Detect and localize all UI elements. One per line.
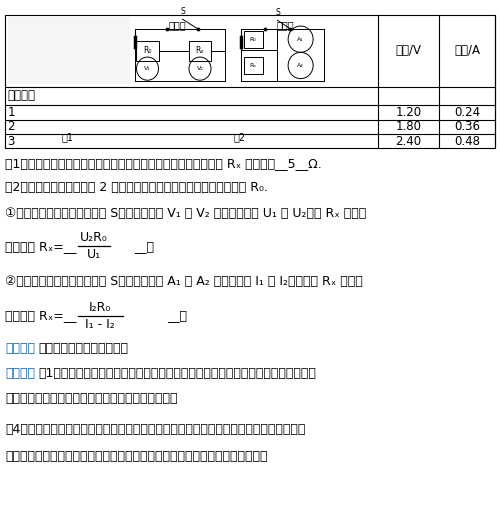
- Text: 伏安法测电阱的探究实验．: 伏安法测电阱的探究实验．: [38, 342, 128, 355]
- Text: 图1: 图1: [62, 132, 74, 142]
- Text: （4）方案一中，定値电阱与待测电阱串联，已知定値电阱电压与阻値，由欧姆定律可以求: （4）方案一中，定値电阱与待测电阱串联，已知定値电阱电压与阻値，由欧姆定律可以求: [5, 423, 306, 436]
- Text: 1.80: 1.80: [395, 120, 421, 133]
- Text: 实验次数: 实验次数: [8, 89, 36, 103]
- Text: 1: 1: [8, 106, 15, 119]
- Bar: [244, 31, 263, 48]
- Bar: [8, 17, 130, 84]
- Text: 出电路电流，已知待测电阱两端的电压，由欧姆定律可以求到待测电阱的阻値；: 出电路电流，已知待测电阱两端的电压，由欧姆定律可以求到待测电阱的阻値；: [5, 450, 268, 462]
- Text: S: S: [275, 8, 280, 17]
- Text: 2.40: 2.40: [395, 135, 421, 148]
- Text: 3: 3: [8, 135, 15, 148]
- Text: A₁: A₁: [297, 37, 304, 42]
- Text: （1）根据表中数据，找出电压与所对应的电流値，由欧姆定律求出电阱的测量値，: （1）根据表中数据，找出电压与所对应的电流値，由欧姆定律求出电阱的测量値，: [38, 367, 316, 380]
- Text: （2）另有同学设计了如图 2 两种测量方案，方案中定値电阱的阻値为 R₀.: （2）另有同学设计了如图 2 两种测量方案，方案中定値电阱的阻値为 R₀.: [5, 181, 268, 194]
- Text: __．: __．: [168, 309, 188, 322]
- Text: 电压/V: 电压/V: [395, 44, 421, 57]
- Text: 方案二: 方案二: [276, 20, 294, 30]
- Bar: [5, 15, 495, 148]
- Text: 表达式为 Rₓ=__: 表达式为 Rₓ=__: [5, 309, 76, 322]
- Text: R₀: R₀: [144, 46, 152, 55]
- Bar: [188, 41, 211, 61]
- Text: V₁: V₁: [144, 66, 151, 71]
- Text: ②方案二的电路中，闭合开关 S，如果电流表 A₁ 和 A₂ 读数分别为 I₁ 和 I₂，则电阱 Rₓ 的阻値: ②方案二的电路中，闭合开关 S，如果电流表 A₁ 和 A₂ 读数分别为 I₁ 和…: [5, 275, 363, 288]
- Text: S: S: [180, 6, 185, 15]
- Text: 2: 2: [8, 120, 15, 133]
- Text: 0.36: 0.36: [454, 120, 480, 133]
- Text: （1）测量时，电压表和电流表的示数记录在表中，得出未知电阱 Rₓ 的阻値为__5__Ω.: （1）测量时，电压表和电流表的示数记录在表中，得出未知电阱 Rₓ 的阻値为__5…: [5, 157, 322, 169]
- Text: 【分析】: 【分析】: [5, 367, 35, 380]
- Bar: [136, 41, 158, 61]
- Text: U₂R₀: U₂R₀: [80, 231, 108, 244]
- Text: 电流/A: 电流/A: [454, 44, 480, 57]
- Text: 1.20: 1.20: [395, 106, 421, 119]
- Text: Rₓ: Rₓ: [196, 46, 204, 55]
- Text: 方案一: 方案一: [168, 20, 186, 30]
- Text: I₂R₀: I₂R₀: [89, 301, 111, 313]
- Text: V₂: V₂: [196, 66, 203, 71]
- Text: 然后求三次测量値的平均値，作为待测电阱的阻値；: 然后求三次测量値的平均値，作为待测电阱的阻値；: [5, 392, 178, 404]
- Text: 0.48: 0.48: [454, 135, 480, 148]
- Text: I₁ - I₂: I₁ - I₂: [85, 318, 115, 330]
- Text: R₀: R₀: [250, 37, 256, 42]
- Text: A₂: A₂: [297, 63, 304, 68]
- Text: 图2: 图2: [234, 132, 246, 142]
- Text: Rₓ: Rₓ: [250, 63, 257, 68]
- Text: ①方案一的电路中，闭合开关 S，如果电压表 V₁ 和 V₂ 的读数分别为 U₁ 和 U₂，则 Rₓ 的阻値: ①方案一的电路中，闭合开关 S，如果电压表 V₁ 和 V₂ 的读数分别为 U₁ …: [5, 207, 366, 220]
- Text: __；: __；: [134, 240, 154, 252]
- Bar: [244, 57, 263, 74]
- Text: 表达式为 Rₓ=__: 表达式为 Rₓ=__: [5, 240, 76, 252]
- Text: 0.24: 0.24: [454, 106, 480, 119]
- Text: U₁: U₁: [86, 248, 101, 261]
- Text: 【考点】: 【考点】: [5, 342, 35, 355]
